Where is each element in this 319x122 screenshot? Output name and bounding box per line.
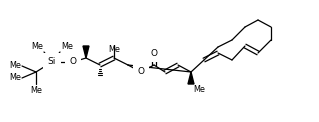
Text: Me: Me (193, 85, 205, 94)
Polygon shape (188, 72, 194, 84)
Text: Me: Me (9, 61, 21, 71)
Text: Me: Me (31, 42, 43, 51)
Text: O: O (137, 67, 145, 76)
Text: O: O (151, 49, 158, 57)
Text: Me: Me (61, 42, 73, 51)
Text: Si: Si (48, 57, 56, 66)
Text: Me: Me (30, 86, 42, 95)
Text: O: O (70, 57, 77, 66)
Text: Me: Me (108, 45, 120, 54)
Text: Me: Me (9, 73, 21, 82)
Polygon shape (83, 46, 89, 58)
